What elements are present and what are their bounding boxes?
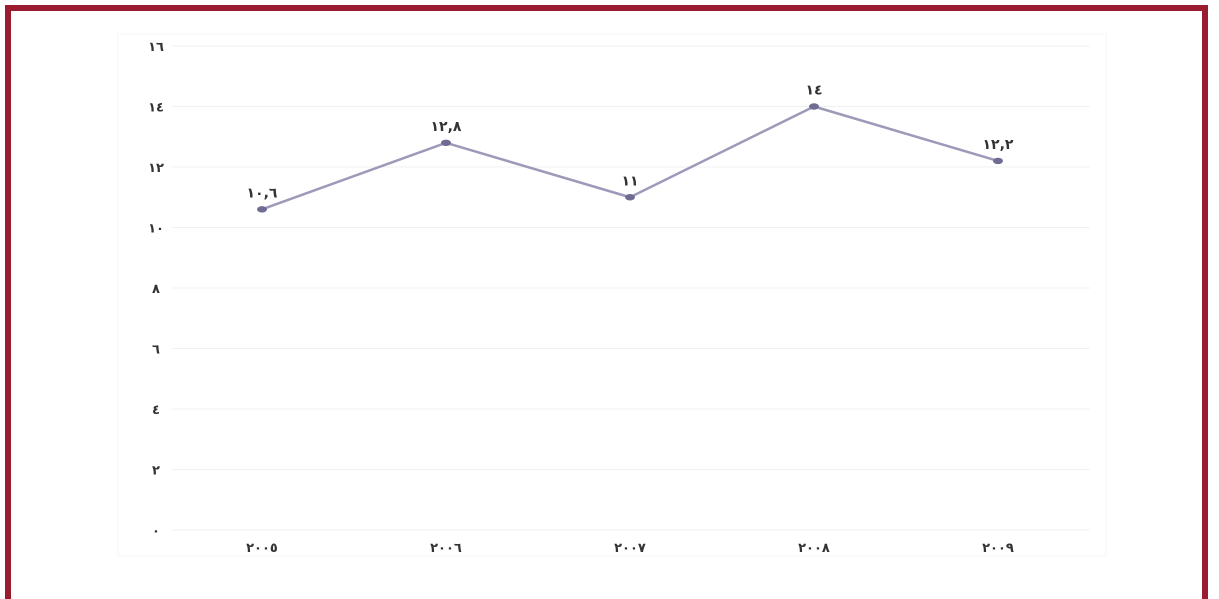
series-layer bbox=[257, 103, 1003, 213]
series-line bbox=[261, 105, 999, 211]
y-tick-label: ١٦ bbox=[148, 40, 164, 55]
grid-layer bbox=[117, 33, 1107, 557]
plot-area bbox=[117, 33, 1107, 557]
axis-layer: ٠ ٢ ٤ ٦ ٨ ١٠ ١٢ ١٤ ١٦ ٢٠٠٥ ٢٠٠٦ ٢٠٠٧ ٢٠٠٨ ٢٠٠٩ bbox=[148, 40, 1014, 556]
data-point bbox=[257, 206, 267, 213]
x-tick-label: ٢٠٠٦ bbox=[430, 541, 462, 556]
data-label: ١٢,٨ bbox=[431, 119, 462, 135]
y-tick-label: ١٤ bbox=[148, 101, 164, 116]
x-tick-label: ٢٠٠٨ bbox=[798, 541, 830, 556]
data-point bbox=[625, 194, 635, 201]
y-tick-label: ٢ bbox=[152, 464, 160, 479]
label-layer: ١٠,٦ ١٢,٨ ١١ ١٤ ١٢,٢ bbox=[247, 83, 1014, 202]
y-tick-label: ٦ bbox=[152, 343, 160, 358]
data-label: ١١ bbox=[621, 173, 638, 189]
data-point bbox=[809, 103, 819, 110]
data-point bbox=[441, 139, 451, 146]
x-tick-label: ٢٠٠٧ bbox=[614, 541, 646, 556]
data-label: ١٠,٦ bbox=[247, 185, 278, 201]
data-label: ١٤ bbox=[805, 83, 822, 99]
y-tick-label: ١٠ bbox=[148, 222, 164, 237]
x-tick-label: ٢٠٠٥ bbox=[246, 541, 278, 556]
chart-frame bbox=[5, 5, 1208, 599]
y-tick-label: ٤ bbox=[152, 403, 160, 418]
y-tick-label: ١٢ bbox=[148, 161, 164, 176]
x-tick-label: ٢٠٠٩ bbox=[982, 541, 1014, 556]
y-tick-label: ٠ bbox=[152, 524, 160, 539]
data-label: ١٢,٢ bbox=[983, 137, 1014, 153]
data-point bbox=[993, 157, 1003, 165]
y-tick-label: ٨ bbox=[152, 282, 160, 297]
